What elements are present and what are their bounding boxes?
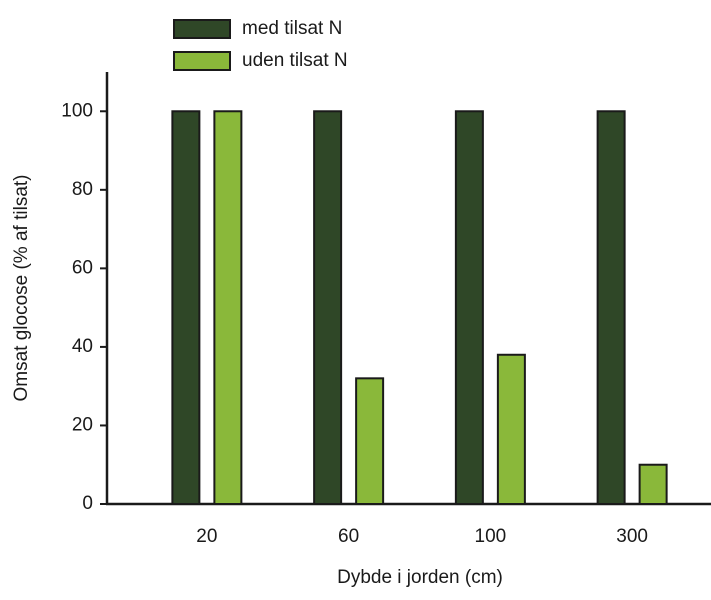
bar [355, 377, 385, 505]
y-tick-label: 20 [72, 414, 93, 435]
y-tick-label: 100 [61, 100, 93, 121]
bar [313, 110, 343, 505]
bar [638, 463, 668, 505]
y-axis-title: Omsat glocose (% af tilsat) [11, 174, 32, 401]
bar [171, 110, 201, 505]
y-tick-label: 60 [72, 257, 93, 278]
legend-label: med tilsat N [242, 18, 342, 39]
x-axis-title: Dybde i jorden (cm) [337, 567, 503, 588]
bar [454, 110, 484, 505]
legend-label: uden tilsat N [242, 50, 348, 71]
bar [596, 110, 626, 505]
bar [213, 110, 243, 505]
x-tick-label: 300 [616, 526, 648, 547]
legend-swatch [173, 51, 231, 71]
y-tick-label: 0 [82, 493, 93, 514]
x-tick-label: 20 [196, 526, 217, 547]
y-tick-label: 40 [72, 336, 93, 357]
bar [496, 353, 526, 505]
x-tick-label: 100 [475, 526, 507, 547]
x-tick-label: 60 [338, 526, 359, 547]
legend-swatch [173, 19, 231, 39]
y-tick-label: 80 [72, 179, 93, 200]
